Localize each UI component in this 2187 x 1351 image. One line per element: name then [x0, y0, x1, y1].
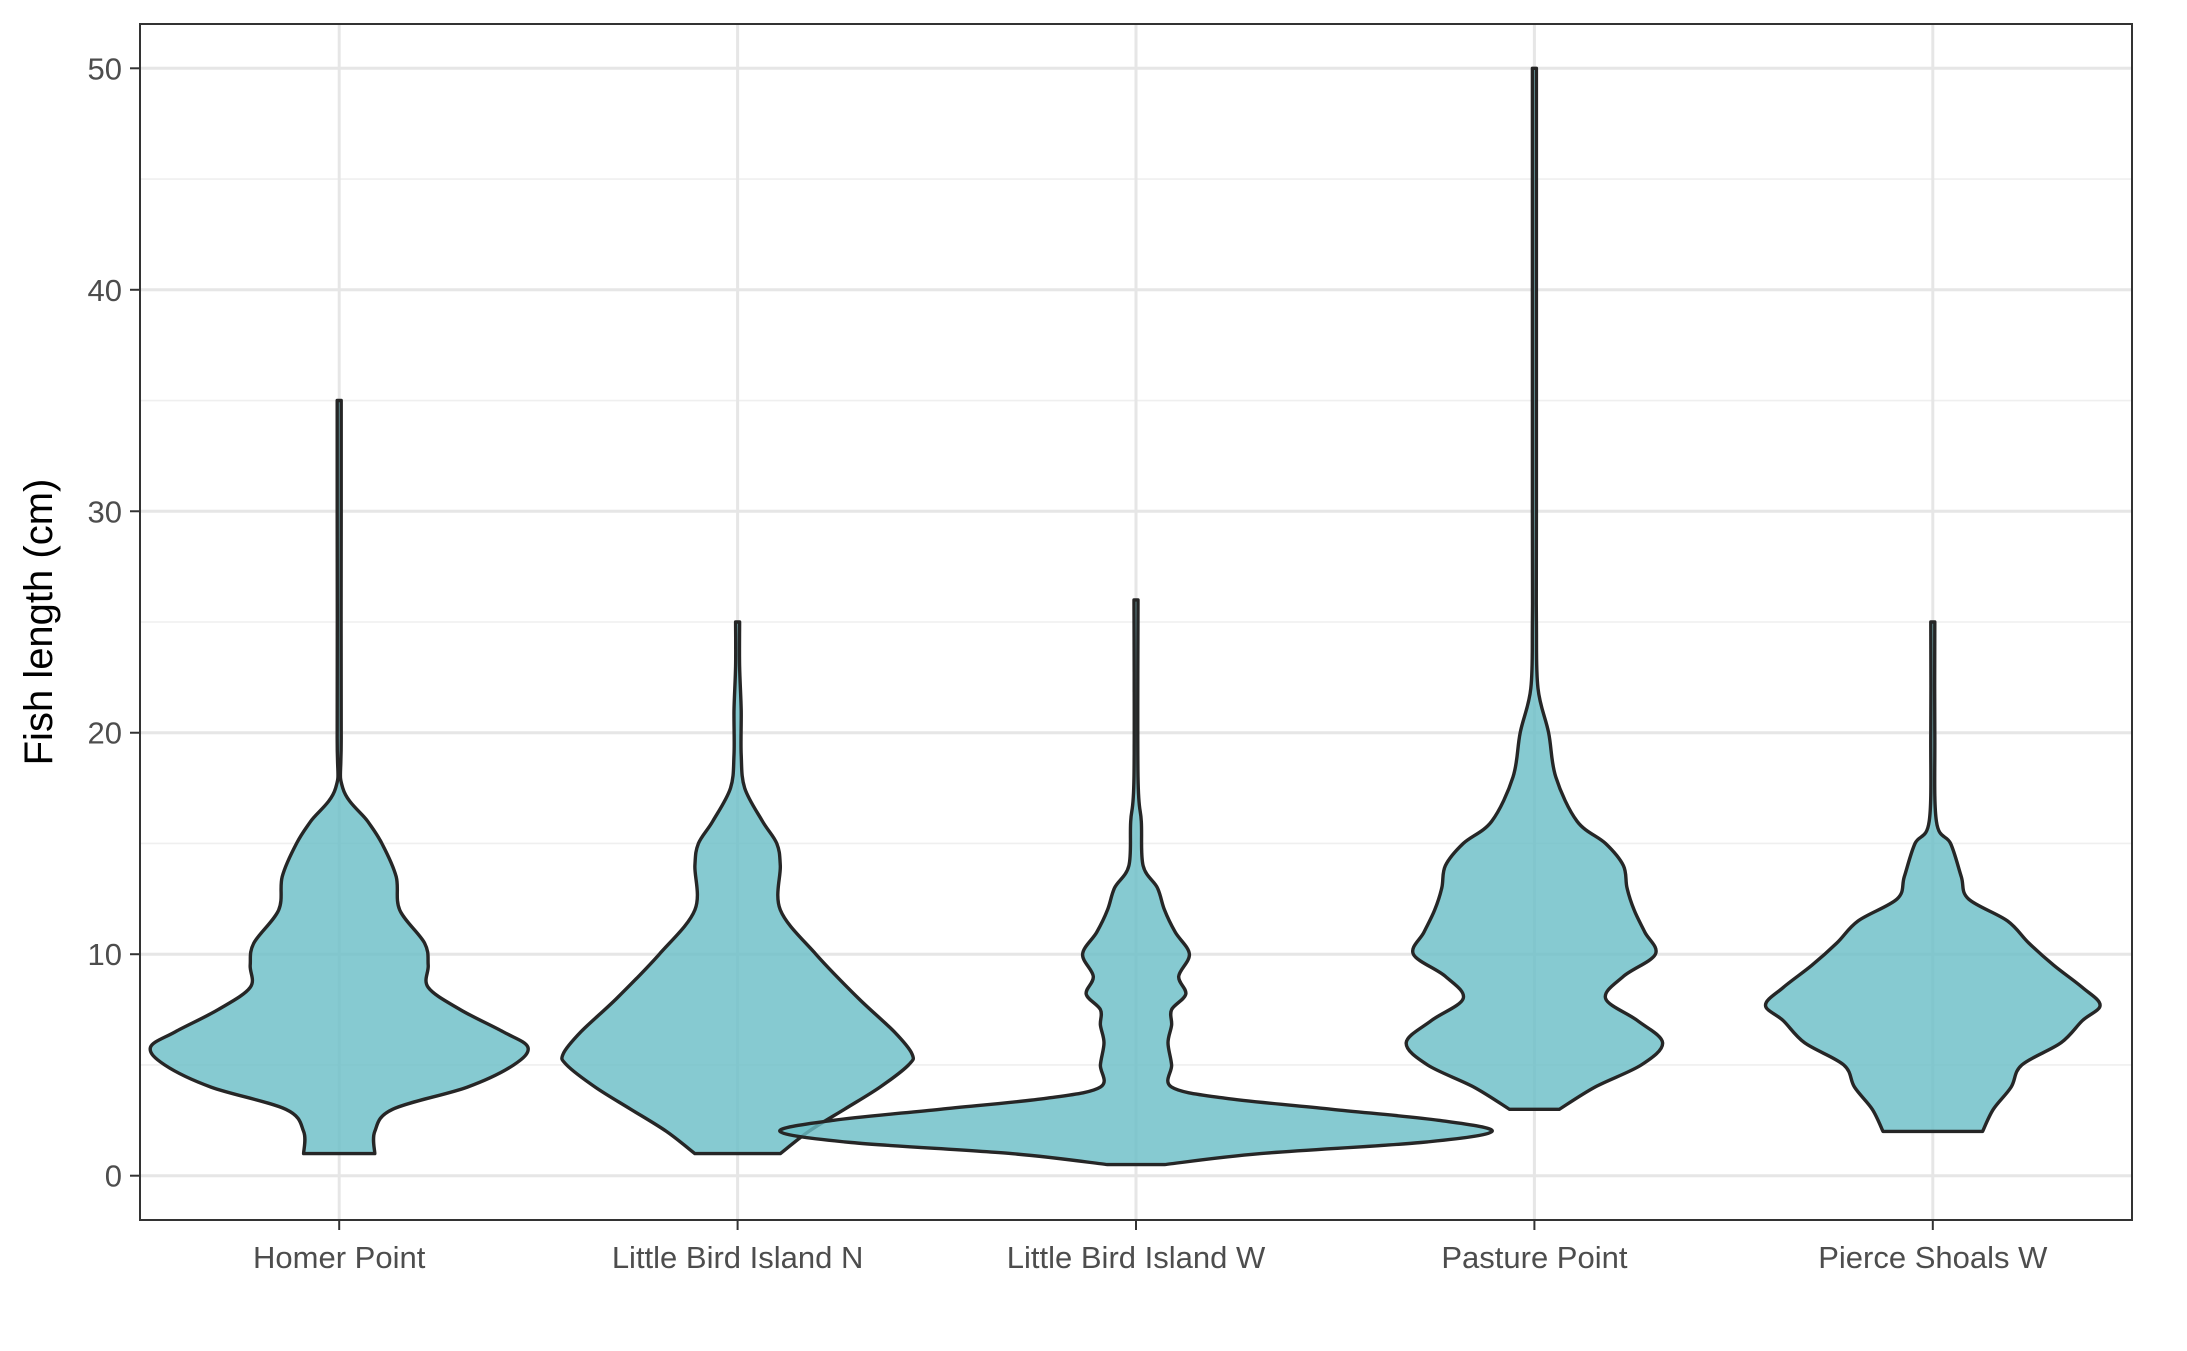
- x-tick-label: Pasture Point: [1441, 1240, 1627, 1275]
- y-axis-title: Fish length (cm): [17, 479, 61, 766]
- x-tick-label: Pierce Shoals W: [1818, 1240, 2048, 1275]
- violin-pierce-shoals-w: [1763, 620, 2102, 1134]
- violin-little-bird-island-w: [778, 598, 1494, 1167]
- violin-little-bird-island-n: [560, 620, 916, 1156]
- violins: [148, 66, 2102, 1167]
- violin-homer-point: [148, 398, 530, 1156]
- y-tick-label: 10: [88, 937, 122, 972]
- violin-pasture-point: [1404, 66, 1665, 1111]
- y-tick-label: 40: [88, 273, 122, 308]
- x-tick-label: Homer Point: [253, 1240, 426, 1275]
- y-tick-label: 50: [88, 51, 122, 86]
- axes: 0 10 20 30 40 50 Homer Point Little Bird Island…: [88, 51, 2049, 1275]
- x-tick-label: Little Bird Island N: [612, 1240, 864, 1275]
- y-tick-label: 0: [105, 1159, 122, 1194]
- x-tick-label: Little Bird Island W: [1007, 1240, 1266, 1275]
- y-tick-label: 30: [88, 494, 122, 529]
- y-tick-label: 20: [88, 716, 122, 751]
